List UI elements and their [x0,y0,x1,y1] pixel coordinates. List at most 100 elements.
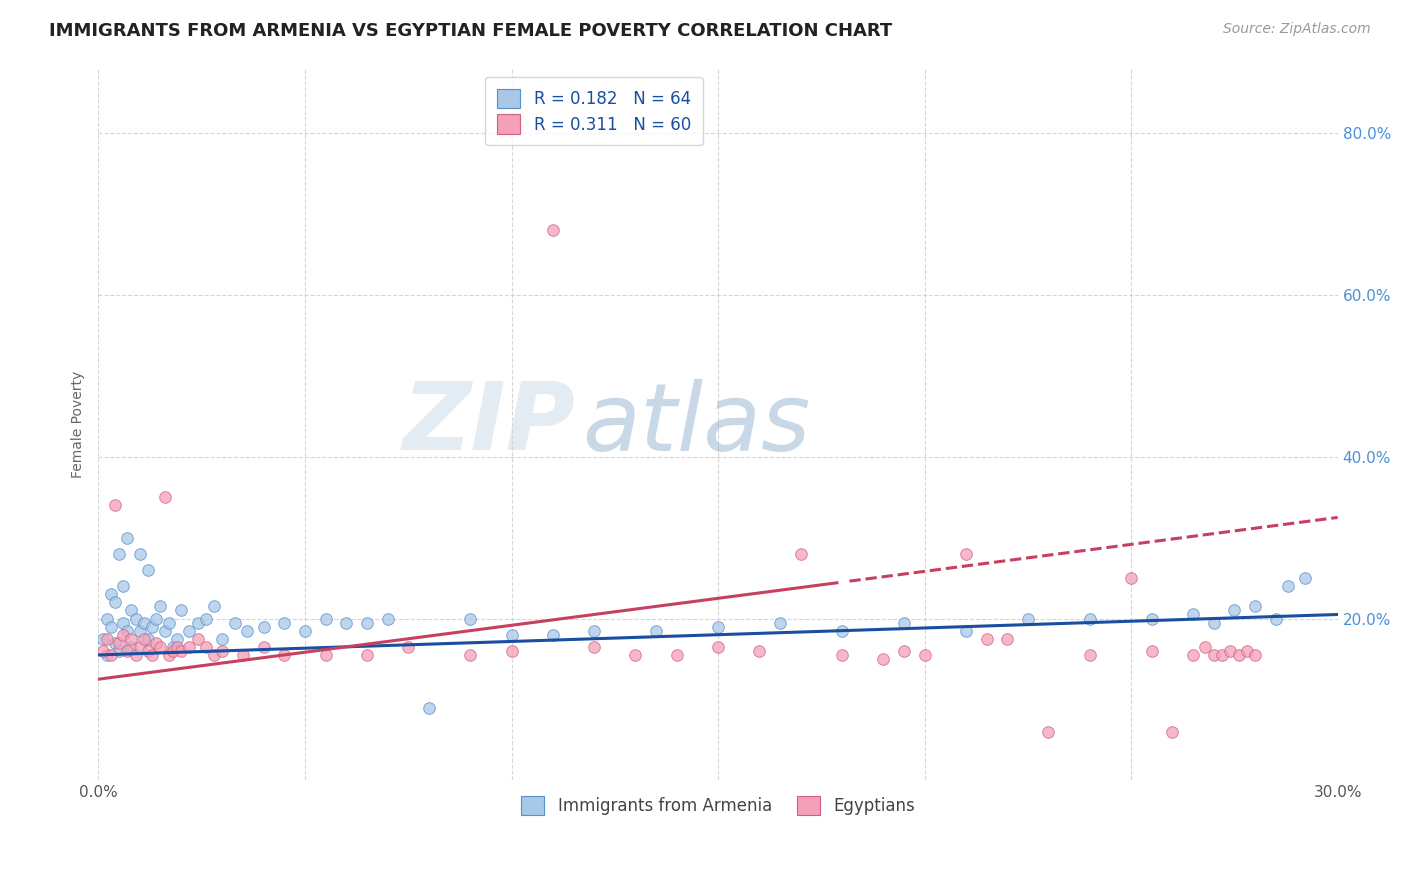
Point [100,648,122,662]
Point [335,615,357,630]
Point [170,603,193,617]
Point [100,619,122,633]
Point [893,615,915,630]
Point [377,611,399,625]
Point [458,611,481,625]
Point [141,648,163,662]
Point [1202,648,1225,662]
Point [136,632,159,646]
Point [1244,599,1267,614]
Point [179,624,201,638]
Point [117,644,139,658]
Text: IMMIGRANTS FROM ARMENIA VS EGYPTIAN FEMALE POVERTY CORRELATION CHART: IMMIGRANTS FROM ARMENIA VS EGYPTIAN FEMA… [49,22,893,40]
Point [831,648,853,662]
Point [121,603,143,617]
Point [955,547,977,561]
Point [315,611,337,625]
Point [96,632,118,646]
Point [1294,571,1316,585]
Point [1277,579,1299,593]
Point [112,628,135,642]
Point [108,644,131,658]
Point [955,624,977,638]
Point [665,648,688,662]
Point [194,611,217,625]
Point [117,531,139,545]
Point [121,632,143,646]
Point [769,615,792,630]
Point [211,644,233,658]
Point [187,632,209,646]
Point [872,652,894,666]
Y-axis label: Female Poverty: Female Poverty [72,371,86,478]
Point [202,648,225,662]
Point [253,640,276,654]
Point [153,624,176,638]
Point [1119,571,1142,585]
Point [145,611,167,625]
Point [1264,611,1286,625]
Point [96,611,118,625]
Point [315,648,337,662]
Text: ZIP: ZIP [402,378,575,470]
Point [157,648,180,662]
Point [108,547,131,561]
Point [645,624,668,638]
Point [541,628,564,642]
Point [1161,724,1184,739]
Point [166,632,188,646]
Point [707,640,730,654]
Point [121,640,143,654]
Point [104,498,127,512]
Point [124,648,146,662]
Point [294,624,316,638]
Point [1078,648,1101,662]
Point [583,640,606,654]
Point [1211,648,1233,662]
Point [1194,640,1216,654]
Point [893,644,915,658]
Point [1182,648,1205,662]
Point [132,632,155,646]
Point [112,615,135,630]
Point [273,615,295,630]
Point [179,640,201,654]
Point [108,636,131,650]
Point [96,648,118,662]
Point [91,632,114,646]
Point [162,640,184,654]
Point [141,619,163,633]
Point [1202,615,1225,630]
Point [132,615,155,630]
Point [273,648,295,662]
Point [458,648,481,662]
Point [153,490,176,504]
Point [194,640,217,654]
Point [418,700,440,714]
Point [136,563,159,577]
Point [232,648,254,662]
Point [128,640,150,654]
Point [396,640,419,654]
Point [1140,644,1163,658]
Point [748,644,770,658]
Text: Source: ZipAtlas.com: Source: ZipAtlas.com [1223,22,1371,37]
Point [789,547,811,561]
Point [831,624,853,638]
Point [356,648,378,662]
Point [501,628,523,642]
Text: atlas: atlas [582,379,810,470]
Point [149,599,172,614]
Point [145,636,167,650]
Point [211,632,233,646]
Point [1038,724,1060,739]
Point [104,595,127,609]
Point [104,636,127,650]
Point [356,615,378,630]
Point [1182,607,1205,622]
Point [128,624,150,638]
Point [1244,648,1267,662]
Point [202,599,225,614]
Point [1227,648,1250,662]
Point [501,644,523,658]
